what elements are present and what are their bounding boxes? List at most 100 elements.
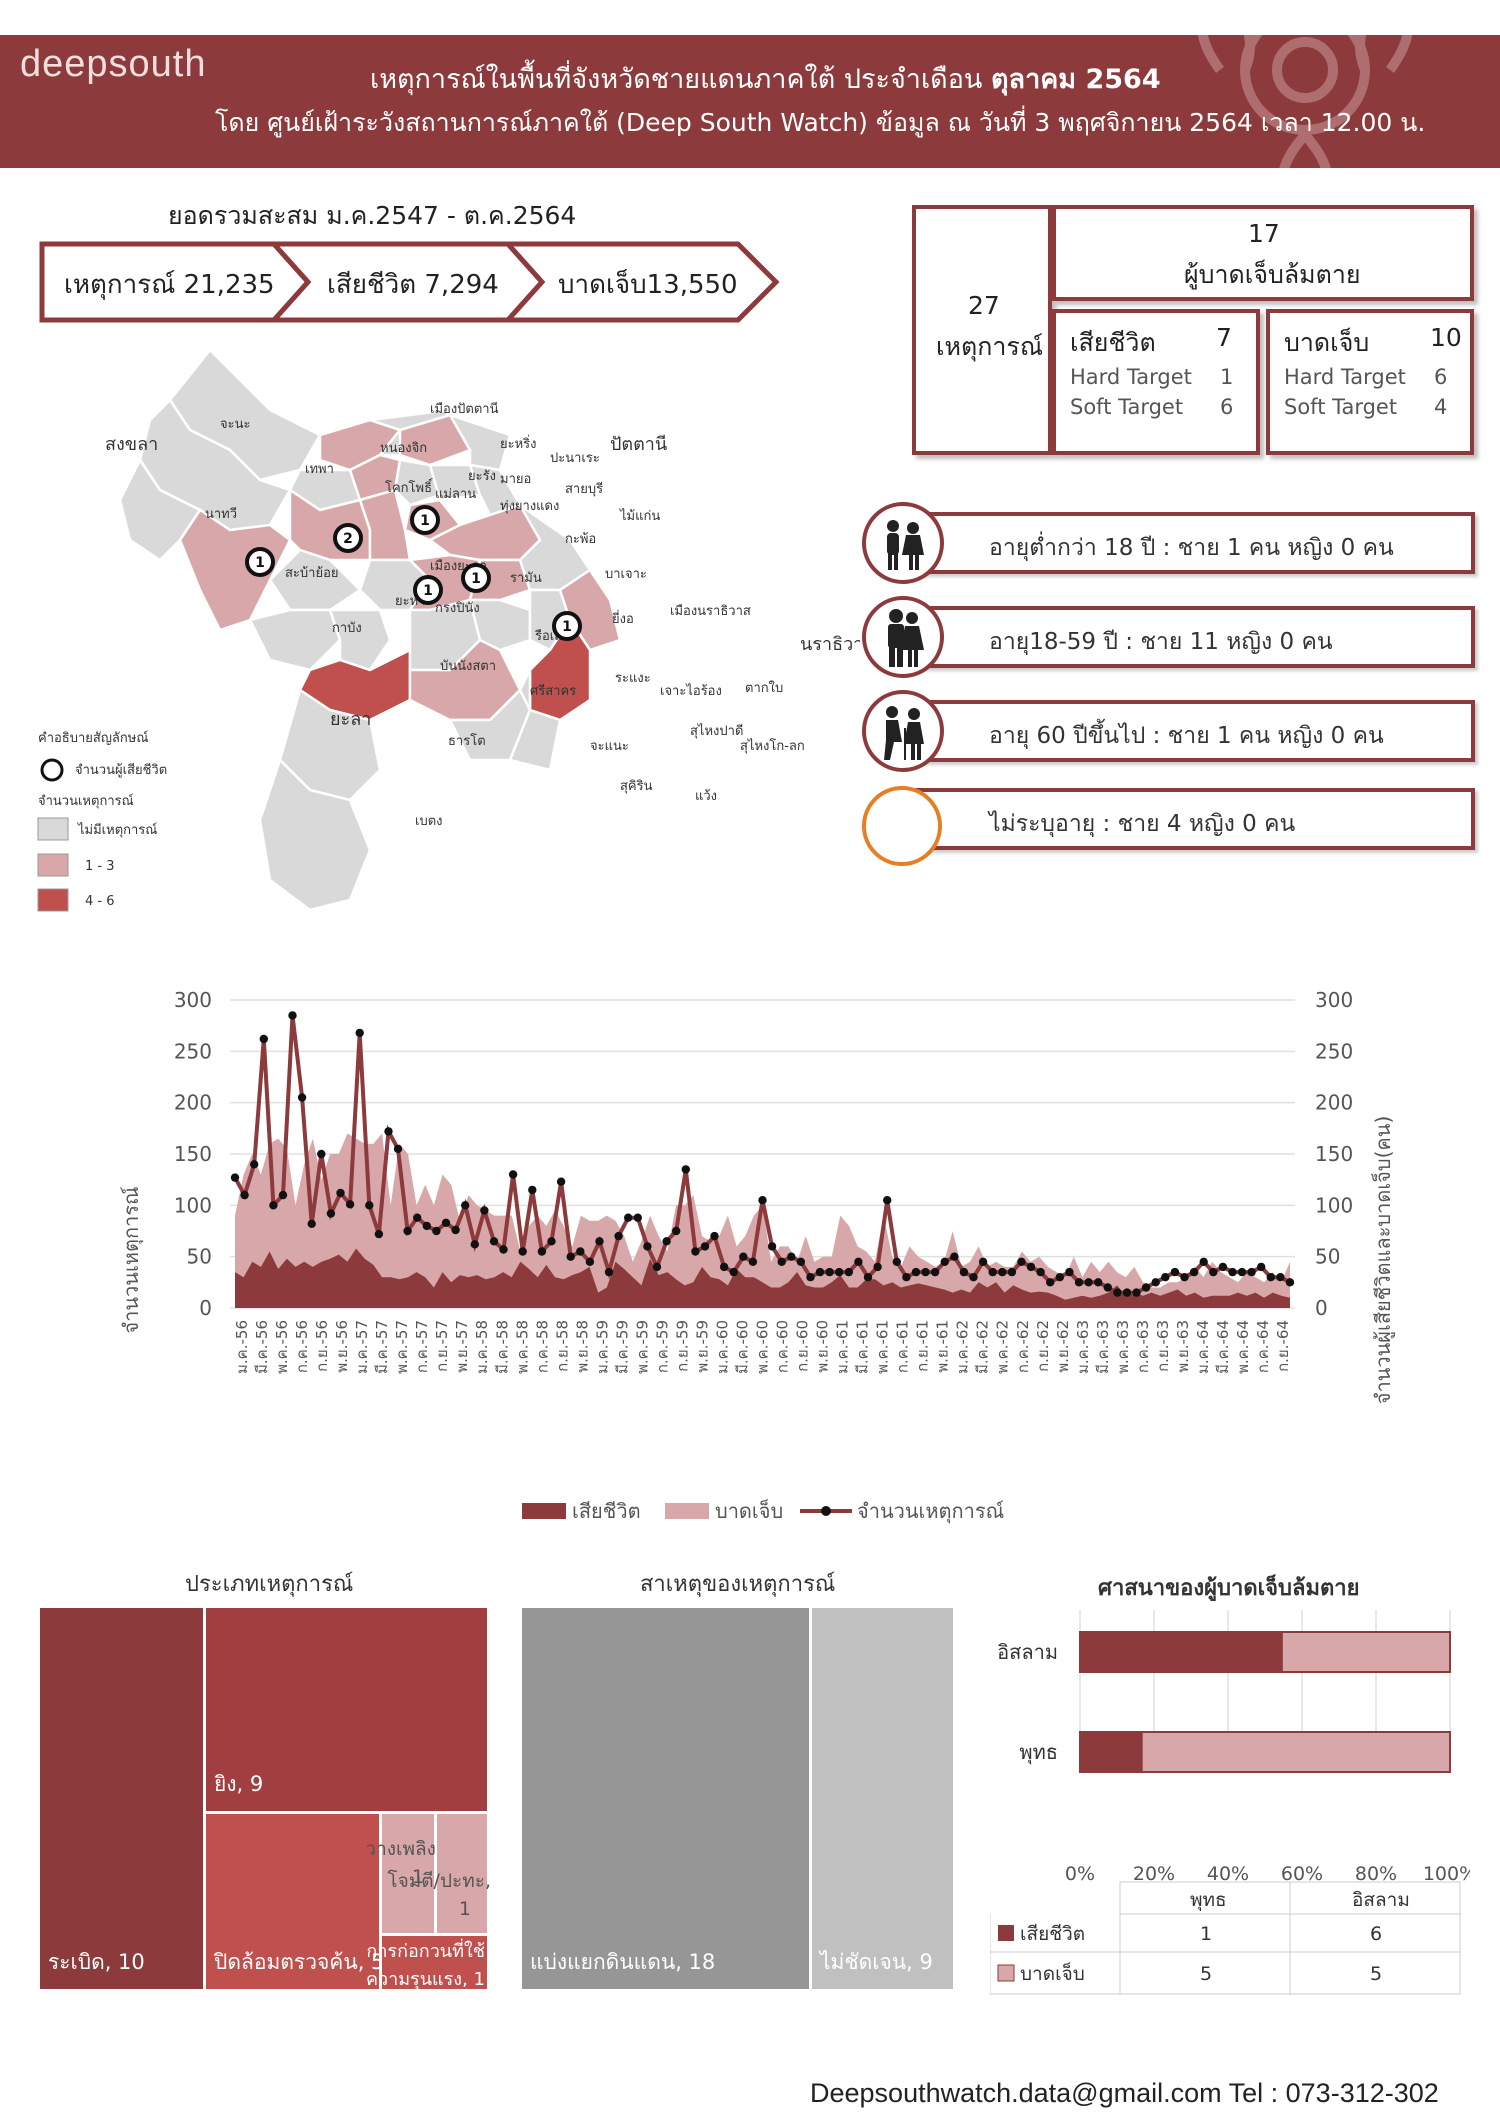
x-tick-label: พ.ย.-59	[693, 1320, 711, 1373]
label-rangae: ระแงะ	[615, 671, 651, 686]
summary-incidents-count: 27	[968, 291, 1000, 320]
area-mayo	[393, 458, 442, 507]
x-tick-label: ก.ค.-60	[774, 1320, 792, 1373]
x-tick-label: มี.ค.-59	[613, 1320, 631, 1374]
incident-point	[259, 1034, 268, 1044]
label-panare: ปะนาเระ	[550, 451, 600, 466]
cumulative-title: ยอดรวมสะสม ม.ค.2547 - ต.ค.2564	[168, 201, 577, 230]
incident-point	[940, 1257, 949, 1266]
y-axis-left-label: จำนวนเหตุการณ์	[119, 1186, 144, 1333]
incident-point	[633, 1213, 642, 1222]
y-axis-right-label: จำนวนผู้เสียชีวิตและบาดเจ็บ(คน)	[1370, 1116, 1396, 1405]
rel-x-tick: 0%	[1065, 1863, 1095, 1885]
cumulative-incidents: เหตุการณ์ 21,235	[64, 270, 275, 300]
label-narathiwat: นราธิวาส	[800, 634, 860, 655]
x-tick-label: พ.ค.-61	[874, 1320, 892, 1374]
tm-bomb-label: ระเบิด, 10	[48, 1950, 145, 1974]
x-tick-label: มี.ค.-61	[854, 1320, 872, 1374]
incident-point	[796, 1257, 806, 1266]
rel-dead-islam: 6	[1370, 1923, 1382, 1945]
age-unknown-text: ไม่ระบุอายุ : ชาย 4 หญิง 0 คน	[989, 811, 1296, 837]
footer-contact: Deepsouthwatch.data@gmail.com Tel : 073-…	[810, 2078, 1439, 2108]
incident-point	[1046, 1278, 1055, 1287]
legend-dead-label: เสียชีวิต	[572, 1499, 641, 1523]
incident-point	[624, 1213, 633, 1222]
incident-point	[451, 1225, 460, 1235]
x-tick-label: ม.ค.-58	[473, 1320, 491, 1374]
incident-point	[556, 1177, 566, 1186]
x-tick-label: มี.ค.-58	[493, 1320, 511, 1374]
adult-icon	[862, 596, 944, 678]
x-tick-label: มี.ค.-60	[734, 1320, 752, 1374]
tm-attack-label: โจมตี/ปะทะ,	[387, 1870, 491, 1892]
chart-y-left-ticks: 0 50 100 150 200 250 300	[174, 988, 212, 1320]
summary-injured-box: บาดเจ็บ 10 Hard Target 6 Soft Target 4	[1266, 309, 1474, 455]
x-tick-label: พ.ค.-63	[1114, 1320, 1132, 1374]
label-songkhla: สงขลา	[105, 434, 158, 455]
age-under18-text: อายุต่ำกว่า 18 ปี : ชาย 1 คน หญิง 0 คน	[989, 535, 1394, 561]
x-tick-label: ก.ย.-63	[1154, 1320, 1172, 1372]
injured-label: บาดเจ็บ	[1284, 328, 1370, 357]
legend-injured-swatch	[665, 1503, 709, 1519]
summary-casualties-box: 17 ผู้บาดเจ็บล้มตาย	[1052, 205, 1474, 301]
incident-point	[326, 1209, 336, 1218]
incident-point	[307, 1219, 316, 1228]
rel-row-dead-label: เสียชีวิต	[1020, 1923, 1085, 1945]
incident-point	[1065, 1267, 1074, 1277]
label-chanae: จะแนะ	[590, 739, 629, 754]
incident-point	[1218, 1262, 1228, 1272]
x-tick-label: มี.ค.-56	[253, 1320, 271, 1374]
x-tick-label: ก.ย.-59	[673, 1320, 691, 1372]
label-muang-pattani: เมืองปัตตานี	[430, 401, 499, 417]
incident-point	[489, 1237, 499, 1246]
religion-table: พุทธ อิสลาม เสียชีวิต 1 6 บาดเจ็บ 5 5	[990, 1881, 1461, 1995]
incident-point	[969, 1273, 978, 1282]
incident-point	[672, 1226, 681, 1236]
label-thung-yang-daeng: ทุ่งยางแดง	[500, 499, 559, 514]
tm-disturb-label: การก่อกวนที่ใช้	[366, 1941, 485, 1962]
x-tick-label: พ.ย.-61	[934, 1320, 952, 1373]
death-marker-count: 1	[562, 619, 572, 635]
x-tick-label: พ.ค.-58	[513, 1320, 531, 1374]
area-yaring	[398, 413, 472, 467]
rel-bar-dead	[1079, 1631, 1283, 1673]
x-tick-label: ก.ค.-63	[1134, 1320, 1152, 1373]
incident-point	[921, 1267, 930, 1277]
religion-bars	[1079, 1631, 1452, 1773]
rel-dead-buddhist: 1	[1200, 1923, 1212, 1945]
x-tick-label: พ.ค.-64	[1234, 1320, 1252, 1374]
label-mayo: มายอ	[500, 472, 531, 487]
incident-point	[1209, 1267, 1218, 1277]
label-kapho: กะพ้อ	[565, 532, 596, 547]
title-prefix: เหตุการณ์ในพื้นที่จังหวัดชายแดนภาคใต้ ปร…	[370, 64, 991, 95]
x-tick-label: ม.ค.-64	[1194, 1320, 1212, 1374]
injured-value: 10	[1430, 323, 1462, 352]
tm-attack: โจมตี/ปะทะ, 1	[387, 1814, 491, 1936]
x-tick-label: พ.ย.-62	[1054, 1320, 1072, 1373]
legend-inc-title: จำนวนเหตุการณ์	[38, 793, 134, 809]
label-than-to: ธารโต	[448, 733, 486, 749]
incident-point	[413, 1213, 422, 1222]
incident-point	[1017, 1257, 1026, 1266]
dead-value: 7	[1216, 323, 1232, 352]
legend-dead-swatch	[522, 1503, 566, 1519]
label-chana: จะนะ	[220, 417, 250, 432]
incident-types-title: ประเภทเหตุการณ์	[185, 1572, 354, 1597]
label-khok-pho: โคกโพธิ์	[385, 478, 434, 496]
death-marker-count: 1	[255, 555, 265, 571]
label-sai-buri: สายบุรี	[565, 481, 603, 497]
chart-x-ticks: ม.ค.-56 มี.ค.-56 พ.ค.-56 ก.ค.-56 ก.ย.-56 พ.ย.…	[233, 1320, 1292, 1374]
x-tick-label: ม.ค.-60	[714, 1320, 732, 1374]
district-map: สงขลา ปัตตานี นราธิวาส ยะลา เมืองปัตตานี…	[37, 348, 860, 912]
label-pattani: ปัตตานี	[610, 434, 667, 455]
incident-point	[1084, 1278, 1093, 1287]
label-bacho: บาเจาะ	[605, 567, 647, 582]
incident-point	[604, 1267, 614, 1277]
incident-point	[547, 1237, 556, 1246]
religion-title: ศาสนาของผู้บาดเจ็บล้มตาย	[1098, 1576, 1360, 1601]
incident-point	[1122, 1288, 1132, 1297]
incident-point	[1007, 1267, 1017, 1277]
rel-inj-swatch	[997, 1964, 1015, 1982]
incident-point	[240, 1190, 249, 1200]
title-month: ตุลาคม 2564	[990, 64, 1161, 95]
